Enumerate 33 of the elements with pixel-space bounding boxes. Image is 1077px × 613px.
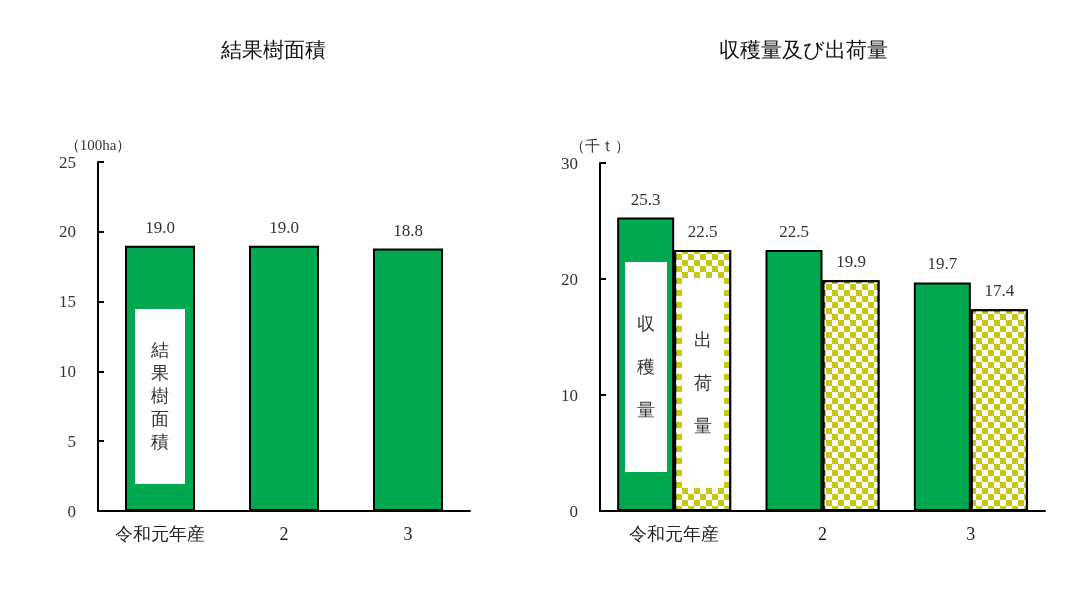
y-tick-label: 10 — [561, 385, 578, 405]
x-tick-label: 3 — [966, 524, 976, 544]
data-label: 18.8 — [393, 220, 423, 240]
data-label: 22.5 — [779, 222, 809, 241]
y-tick-label: 5 — [67, 431, 76, 451]
y-tick-label: 20 — [59, 222, 76, 242]
data-label: 19.9 — [836, 252, 866, 272]
y-tick-label: 0 — [67, 501, 76, 521]
data-label: 19.0 — [145, 217, 175, 237]
y-tick-label: 25 — [59, 152, 76, 172]
y-tick-label: 20 — [561, 269, 578, 289]
data-label: 25.3 — [630, 189, 661, 209]
y-axis-title: （千ｔ） — [570, 137, 630, 154]
chart-title: 結果樹面積 — [219, 37, 326, 62]
label-box: 収穫量 — [624, 262, 667, 473]
series-label: 結果樹面積 — [151, 339, 169, 455]
data-label: 19.7 — [927, 254, 958, 274]
y-tick-label: 15 — [59, 292, 76, 312]
label-box: 出荷量 — [681, 278, 724, 489]
y-tick-label: 10 — [59, 361, 76, 381]
data-label: 17.4 — [984, 281, 1015, 301]
x-tick-label: 3 — [403, 524, 413, 544]
data-label: 19.0 — [269, 217, 299, 237]
y-tick-label: 0 — [569, 501, 578, 521]
y-tick-label: 30 — [561, 153, 578, 173]
x-tick-label: 2 — [279, 524, 289, 544]
x-tick-label: 令和元年産 — [115, 524, 205, 544]
y-axis-title: （100ha） — [64, 136, 132, 153]
label-box: 結果樹面積 — [135, 309, 185, 485]
x-tick-label: 2 — [818, 524, 827, 544]
x-tick-label: 令和元年産 — [629, 524, 720, 544]
data-label: 22.5 — [687, 222, 718, 241]
chart-title: 収穫量及び出荷量 — [719, 37, 888, 62]
